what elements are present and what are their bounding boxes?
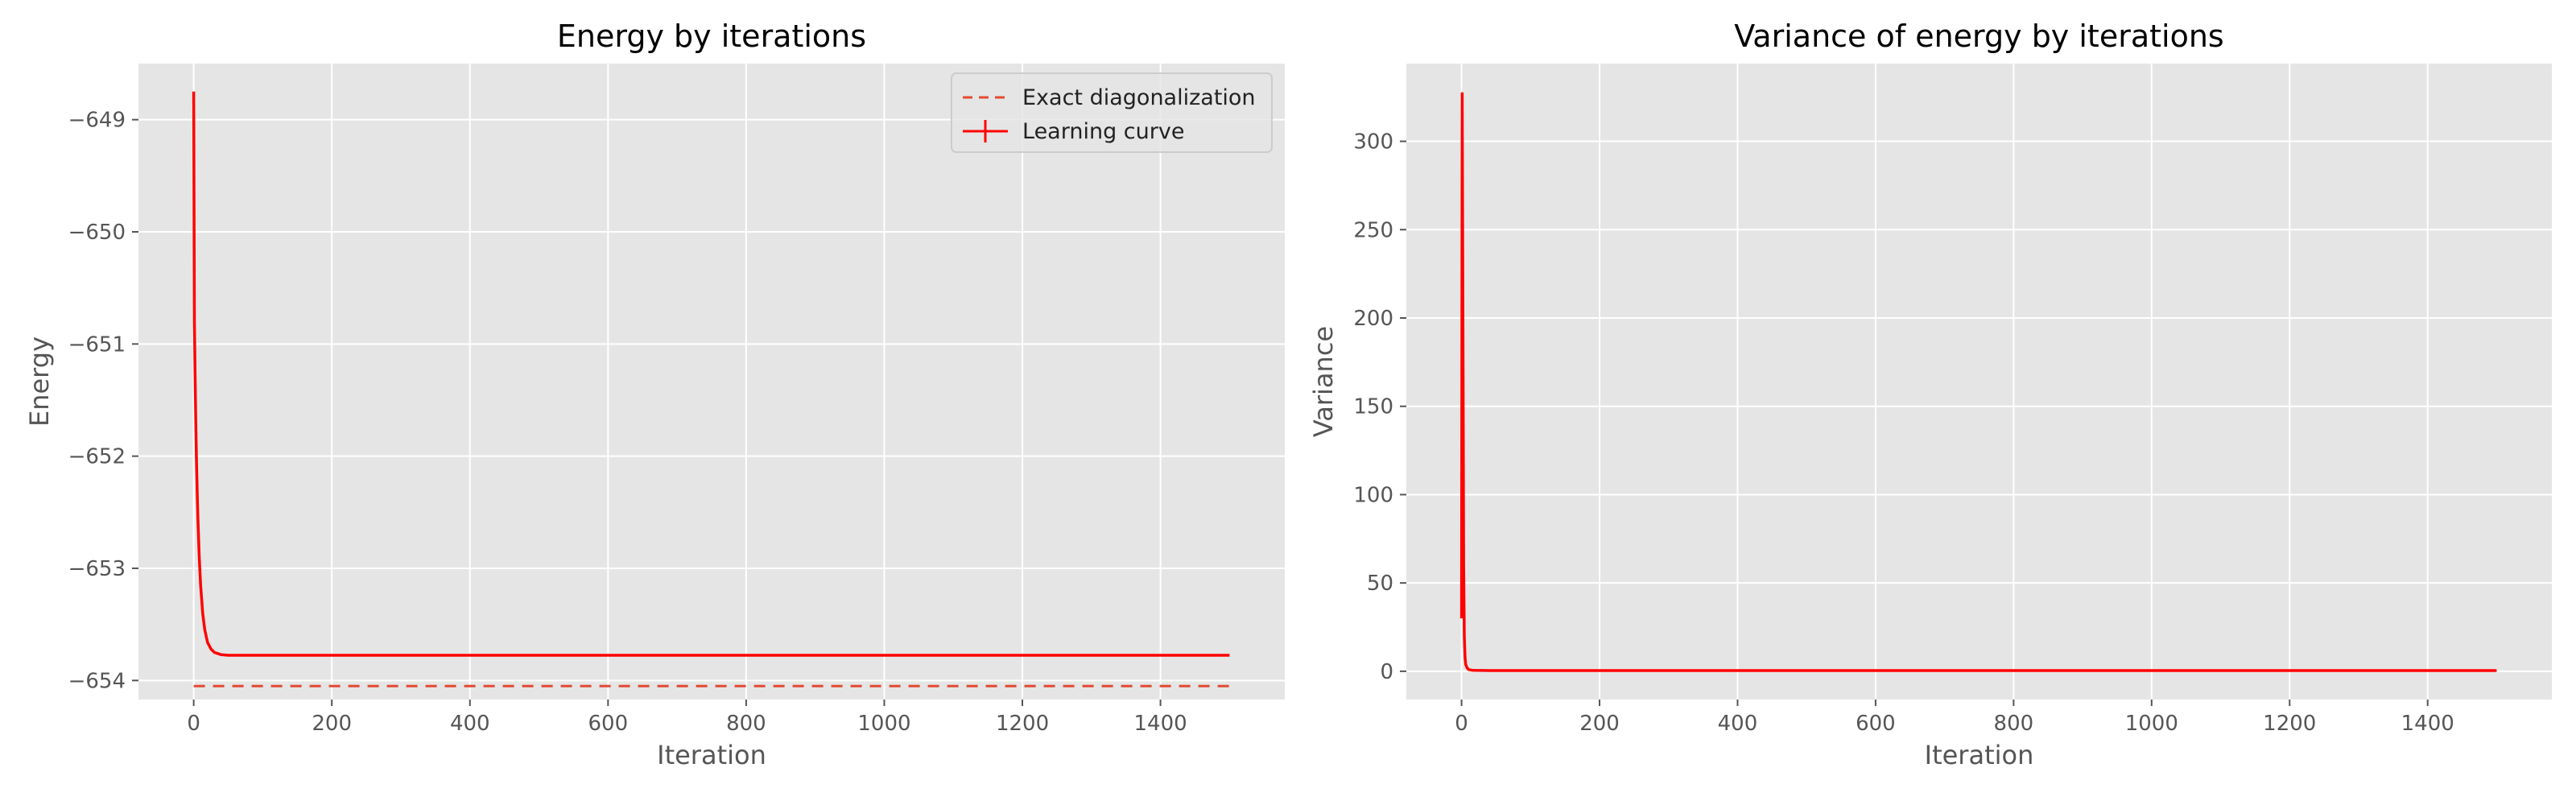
- x-tick-label: 600: [588, 712, 629, 736]
- x-tick-label: 0: [1455, 712, 1468, 736]
- legend-box: [951, 72, 1273, 153]
- x-tick-label: 200: [1579, 712, 1620, 736]
- y-tick-label: 0: [1380, 660, 1393, 684]
- x-tick-label: 400: [450, 712, 490, 736]
- y-tick-label: −649: [68, 109, 126, 133]
- x-tick-label: 1200: [996, 712, 1049, 736]
- y-tick-label: 200: [1353, 307, 1393, 331]
- y-tick-label: 50: [1367, 572, 1393, 596]
- legend: Exact diagonalization Learning curve: [951, 72, 1273, 153]
- x-tick-label: 1400: [1134, 712, 1187, 736]
- plot-area: [138, 64, 1285, 700]
- chart-title: Variance of energy by iterations: [1734, 19, 2223, 54]
- legend-label: Exact diagonalization: [1022, 85, 1256, 110]
- y-tick-label: 100: [1353, 483, 1393, 507]
- x-tick-label: 1400: [2401, 712, 2454, 736]
- y-tick-label: −650: [68, 221, 126, 245]
- legend-label: Learning curve: [1022, 119, 1184, 144]
- x-tick-label: 400: [1718, 712, 1758, 736]
- energy-chart: 0 200 400 600 800 1000 1200 1400 −654 −653 −652 −65…: [24, 19, 1285, 770]
- y-tick-label: 250: [1353, 218, 1393, 242]
- y-axis-label: Energy: [24, 336, 55, 427]
- x-tick-label: 1200: [2263, 712, 2316, 736]
- x-tick-label: 800: [726, 712, 766, 736]
- plot-area: [1406, 64, 2552, 700]
- variance-curve-line: [1459, 92, 2497, 672]
- x-axis-label: Iteration: [1925, 740, 2034, 770]
- x-tick-label: 1000: [2125, 712, 2178, 736]
- learning-curve-line: [192, 91, 1230, 657]
- y-tick-label: −651: [68, 332, 126, 357]
- x-axis-label: Iteration: [657, 740, 766, 770]
- y-axis-label: Variance: [1308, 326, 1339, 437]
- x-tick-label: 0: [187, 712, 200, 736]
- x-tick-label: 600: [1856, 712, 1896, 736]
- y-tick-label: −654: [68, 669, 126, 693]
- y-tick-label: −653: [68, 557, 126, 581]
- x-tick-label: 800: [1994, 712, 2034, 736]
- y-tick-label: 300: [1353, 130, 1393, 155]
- variance-chart: 0 200 400 600 800 1000 1200 1400 0 50 100 150 200 250…: [1308, 19, 2552, 770]
- x-tick-label: 200: [312, 712, 352, 736]
- y-tick-label: 150: [1353, 395, 1393, 419]
- y-tick-label: −652: [68, 445, 126, 469]
- x-tick-label: 1000: [857, 712, 910, 736]
- chart-title: Energy by iterations: [557, 19, 866, 54]
